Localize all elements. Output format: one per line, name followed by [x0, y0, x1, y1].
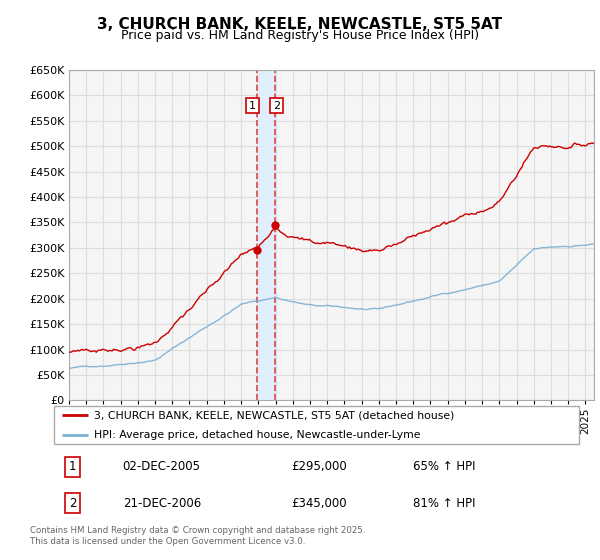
Text: Contains HM Land Registry data © Crown copyright and database right 2025.
This d: Contains HM Land Registry data © Crown c… [30, 526, 365, 546]
Text: 1: 1 [249, 101, 256, 110]
Text: 2: 2 [273, 101, 280, 110]
Text: Price paid vs. HM Land Registry's House Price Index (HPI): Price paid vs. HM Land Registry's House … [121, 29, 479, 42]
Text: 21-DEC-2006: 21-DEC-2006 [122, 497, 201, 510]
Text: 2: 2 [69, 497, 76, 510]
FancyBboxPatch shape [54, 406, 580, 445]
Text: 3, CHURCH BANK, KEELE, NEWCASTLE, ST5 5AT: 3, CHURCH BANK, KEELE, NEWCASTLE, ST5 5A… [97, 17, 503, 32]
Bar [257, 70, 275, 400]
Text: HPI: Average price, detached house, Newcastle-under-Lyme: HPI: Average price, detached house, Newc… [94, 430, 420, 440]
Text: £345,000: £345,000 [292, 497, 347, 510]
Text: £295,000: £295,000 [292, 460, 347, 473]
Text: 02-DEC-2005: 02-DEC-2005 [122, 460, 200, 473]
Text: 1: 1 [69, 460, 76, 473]
Text: 3, CHURCH BANK, KEELE, NEWCASTLE, ST5 5AT (detached house): 3, CHURCH BANK, KEELE, NEWCASTLE, ST5 5A… [94, 410, 454, 421]
Text: 65% ↑ HPI: 65% ↑ HPI [413, 460, 476, 473]
Text: 81% ↑ HPI: 81% ↑ HPI [413, 497, 476, 510]
